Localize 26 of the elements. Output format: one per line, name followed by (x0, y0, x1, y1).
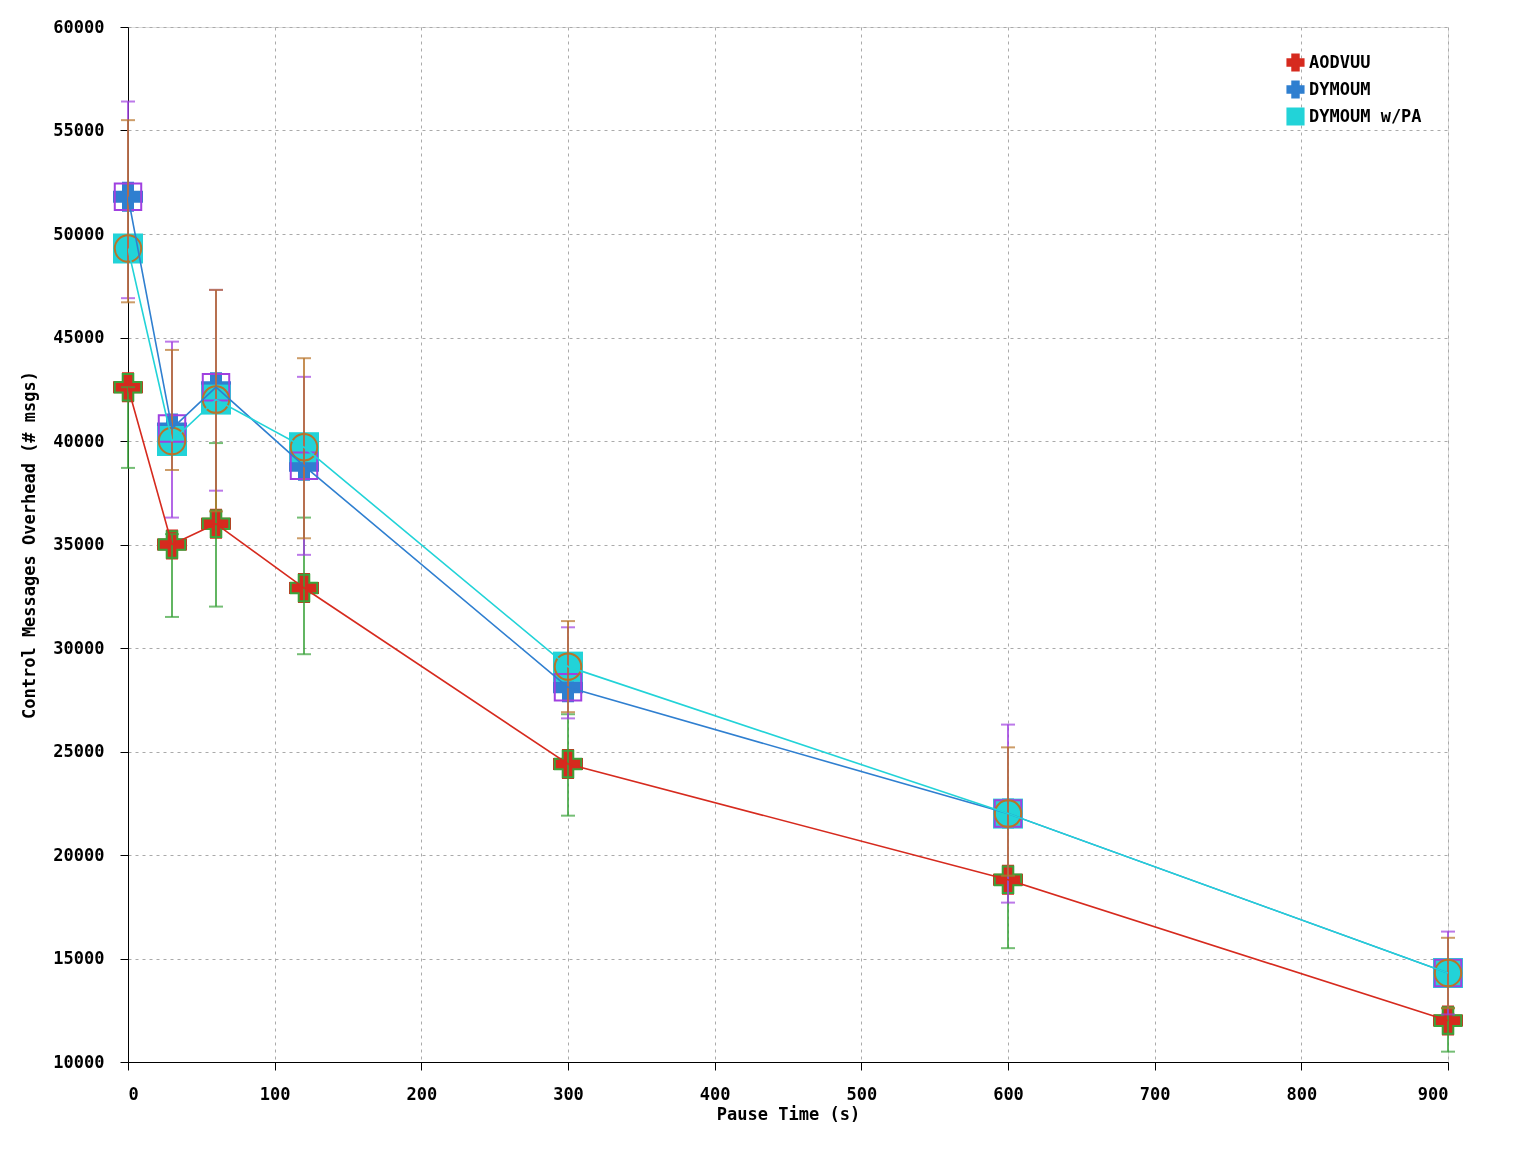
x-axis-title: Pause Time (s) (716, 1103, 861, 1124)
y-tick-label: 15000 (53, 948, 105, 968)
x-tick-label: 100 (259, 1083, 291, 1104)
y-tick-label: 10000 (53, 1051, 105, 1072)
y-tick-label: 40000 (53, 430, 105, 451)
x-tick-label: 400 (699, 1083, 731, 1104)
x-tick-label: 300 (553, 1083, 584, 1104)
y-tick-label: 60000 (53, 16, 105, 37)
y-tick-label: 45000 (53, 327, 105, 347)
y-tick-label: 20000 (53, 844, 105, 865)
y-tick-label: 25000 (53, 741, 105, 761)
y-tick-label: 30000 (53, 637, 105, 658)
legend-label: AODVUU (1309, 51, 1371, 72)
legend-label: DYMOUM (1309, 78, 1371, 99)
x-tick-label: 900 (1417, 1083, 1449, 1104)
y-tick-label: 55000 (53, 120, 105, 140)
y-tick-label: 50000 (53, 223, 105, 244)
x-tick-label: 500 (846, 1083, 878, 1104)
x-tick-label: 0 (128, 1083, 139, 1104)
y-tick-label: 35000 (53, 534, 105, 554)
x-tick-label: 200 (406, 1083, 438, 1104)
x-tick-label: 800 (1286, 1083, 1318, 1104)
legend-label: DYMOUM w/PA (1309, 105, 1422, 126)
x-tick-label: 600 (993, 1083, 1024, 1104)
x-tick-label: 700 (1139, 1083, 1171, 1104)
y-axis-title: Control Messages Overhead (# msgs) (19, 371, 40, 719)
